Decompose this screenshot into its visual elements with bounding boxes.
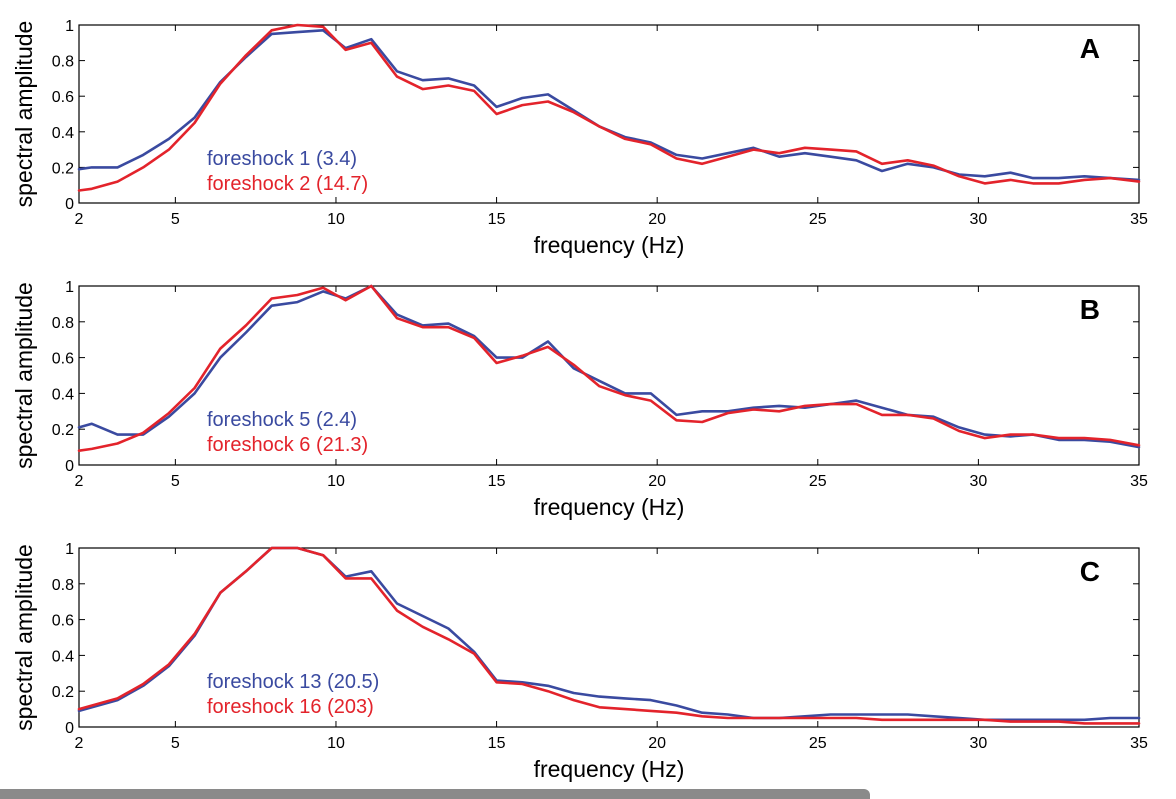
y-tick-label: 0.2 (52, 422, 74, 439)
x-tick-label: 35 (1130, 211, 1148, 228)
panel-label: A (1080, 33, 1100, 64)
legend-entry: foreshock 2 (14.7) (207, 173, 368, 195)
y-axis-label: spectral amplitude (11, 544, 37, 731)
y-tick-label: 1 (65, 541, 74, 558)
y-axis-label: spectral amplitude (11, 21, 37, 208)
y-tick-label: 0.2 (52, 684, 74, 701)
x-tick-label: 15 (488, 473, 506, 490)
series-line-2 (77, 23, 1141, 192)
x-tick-label: 15 (488, 735, 506, 752)
x-tick-label: 10 (327, 473, 345, 490)
series-line-1 (77, 546, 1141, 722)
y-tick-label: 0.8 (52, 577, 74, 594)
legend-entry: foreshock 13 (20.5) (207, 671, 379, 693)
plot-frame (78, 24, 1140, 204)
x-tick-label: 10 (327, 735, 345, 752)
panel-label: C (1080, 556, 1100, 587)
x-tick-label: 20 (648, 473, 666, 490)
x-tick-label: 25 (809, 211, 827, 228)
x-tick-label: 10 (327, 211, 345, 228)
y-tick-label: 0.2 (52, 160, 74, 177)
x-tick-label: 20 (648, 735, 666, 752)
y-tick-label: 0.6 (52, 89, 74, 106)
x-tick-label: 5 (171, 473, 180, 490)
y-tick-label: 0.4 (52, 386, 74, 403)
legend-entry: foreshock 16 (203) (207, 696, 374, 718)
x-tick-label: 30 (969, 735, 987, 752)
x-tick-label: 2 (75, 735, 84, 752)
x-tick-label: 2 (75, 211, 84, 228)
y-tick-label: 0 (65, 196, 74, 213)
legend-entry: foreshock 5 (2.4) (207, 409, 357, 431)
x-axis-label: frequency (Hz) (534, 494, 685, 520)
x-tick-label: 25 (809, 735, 827, 752)
plot-frame (78, 285, 1140, 466)
series-line-1 (77, 284, 1141, 449)
x-tick-label: 35 (1130, 473, 1148, 490)
plot-frame (78, 547, 1140, 728)
x-tick-label: 5 (171, 735, 180, 752)
y-tick-label: 0 (65, 720, 74, 737)
x-tick-label: 35 (1130, 735, 1148, 752)
y-tick-label: 1 (65, 279, 74, 296)
y-tick-label: 0.6 (52, 351, 74, 368)
legend-entry: foreshock 1 (3.4) (207, 148, 357, 170)
x-tick-label: 30 (969, 211, 987, 228)
x-axis-label: frequency (Hz) (534, 756, 685, 782)
y-tick-label: 0.4 (52, 648, 74, 665)
x-axis-label: frequency (Hz) (534, 232, 685, 258)
series-line-2 (77, 284, 1141, 453)
x-tick-label: 5 (171, 211, 180, 228)
y-tick-label: 0.8 (52, 54, 74, 71)
y-tick-label: 0.4 (52, 125, 74, 142)
y-tick-label: 1 (65, 18, 74, 35)
x-tick-label: 30 (969, 473, 987, 490)
y-axis-label: spectral amplitude (11, 282, 37, 469)
panel-label: B (1080, 294, 1100, 325)
x-tick-label: 15 (488, 211, 506, 228)
y-tick-label: 0.8 (52, 315, 74, 332)
x-tick-label: 25 (809, 473, 827, 490)
horizontal-scrollbar[interactable] (0, 789, 870, 799)
x-tick-label: 20 (648, 211, 666, 228)
x-tick-label: 2 (75, 473, 84, 490)
y-tick-label: 0.6 (52, 613, 74, 630)
legend-entry: foreshock 6 (21.3) (207, 434, 368, 456)
series-line-2 (77, 546, 1141, 725)
y-tick-label: 0 (65, 458, 74, 475)
